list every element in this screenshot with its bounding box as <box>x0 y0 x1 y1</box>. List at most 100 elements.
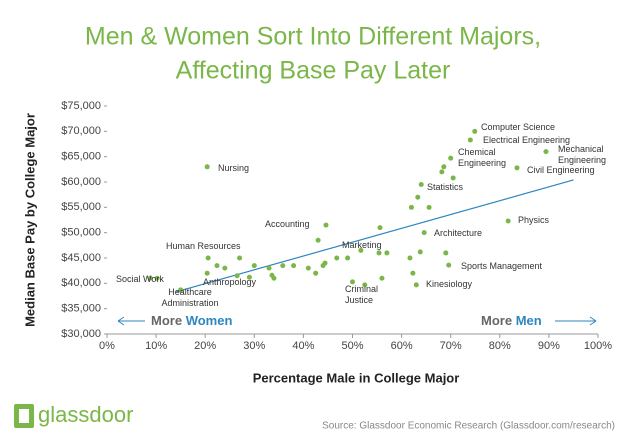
annotation-line: Architecture <box>434 228 482 238</box>
point <box>543 149 549 155</box>
logo-text: glassdoor <box>38 402 133 427</box>
x-tick-label: 70% <box>440 340 462 352</box>
x-tick-label: 50% <box>341 340 363 352</box>
point <box>178 287 184 293</box>
point <box>251 263 257 269</box>
point <box>204 164 210 170</box>
point <box>446 262 452 268</box>
annotation-line: Administration <box>161 298 218 308</box>
point <box>376 250 382 256</box>
annotation: Human Resources <box>166 241 241 251</box>
annotation-line: Civil Engineering <box>527 165 595 175</box>
direction-emphasis: Women <box>186 313 233 328</box>
direction-text: More <box>481 313 512 328</box>
point <box>222 265 228 271</box>
annotation: Electrical Engineering <box>483 135 570 145</box>
x-axis-label: Percentage Male in College Major <box>253 370 460 385</box>
annotation: Kinesiology <box>426 279 473 289</box>
point <box>334 255 340 261</box>
point <box>448 155 454 161</box>
point <box>450 175 456 181</box>
annotation: Anthropology <box>203 277 257 287</box>
point <box>379 275 385 281</box>
annotation-line: Nursing <box>218 163 249 173</box>
annotation-line: Engineering <box>558 155 606 165</box>
y-tick-label: $65,000 <box>61 151 101 163</box>
y-tick-label: $75,000 <box>61 100 101 112</box>
annotation-line: Social Work <box>116 274 164 284</box>
annotation: Mechanical Engineering <box>558 144 606 165</box>
point <box>514 165 520 171</box>
arrowhead <box>117 316 125 326</box>
chart-title: Men & Women Sort Into Different Majors, <box>85 23 541 51</box>
y-tick-label: $70,000 <box>61 125 101 137</box>
point <box>407 255 413 261</box>
annotation: Architecture <box>434 228 482 238</box>
annotation-line: Criminal <box>345 284 378 294</box>
logo-icon-inner <box>19 409 29 423</box>
x-tick-label: 90% <box>538 340 560 352</box>
x-tick-label: 0% <box>99 340 115 352</box>
svg-text:More Women: More Women <box>151 313 232 328</box>
annotation-line: Statistics <box>427 182 464 192</box>
annotation-line: Sports Management <box>461 261 543 271</box>
annotation: Computer Science <box>481 122 555 132</box>
x-tick-label: 10% <box>145 340 167 352</box>
point <box>413 282 419 288</box>
annotation-line: Anthropology <box>203 277 257 287</box>
y-tick-label: $60,000 <box>61 176 101 188</box>
point <box>345 255 351 261</box>
annotation: Marketing <box>342 240 382 250</box>
arrowhead <box>589 316 597 326</box>
annotation-line: Electrical Engineering <box>483 135 570 145</box>
point <box>439 169 445 175</box>
direction-emphasis: Men <box>516 313 542 328</box>
annotation: Sports Management <box>461 261 543 271</box>
point <box>467 137 473 143</box>
source: Source: Glassdoor Economic Research (Gla… <box>322 421 615 432</box>
point <box>418 182 424 188</box>
annotation-line: Chemical <box>458 147 496 157</box>
annotation: Chemical Engineering <box>458 147 506 168</box>
point <box>410 270 416 276</box>
annotation-line: Accounting <box>265 219 310 229</box>
point <box>154 275 160 281</box>
point <box>505 218 511 224</box>
point <box>246 274 252 280</box>
x-tick-label: 80% <box>489 340 511 352</box>
y-tick-label: $55,000 <box>61 201 101 213</box>
annotation: Accounting <box>265 219 310 229</box>
annotation-line: Engineering <box>458 158 506 168</box>
point <box>362 282 368 288</box>
direction-left: More Women <box>117 313 232 328</box>
annotation-line: Human Resources <box>166 241 241 251</box>
point <box>415 194 421 200</box>
point <box>205 255 211 261</box>
point <box>315 237 321 243</box>
point <box>280 263 286 269</box>
annotation-line: Marketing <box>342 240 382 250</box>
annotation: Healthcare Administration <box>161 287 218 308</box>
annotation: Nursing <box>218 163 249 173</box>
point <box>266 265 272 271</box>
point <box>214 263 220 269</box>
x-tick-label: 40% <box>292 340 314 352</box>
point <box>323 222 329 228</box>
point <box>147 275 153 281</box>
point <box>305 265 311 271</box>
annotation-line: Healthcare <box>168 287 212 297</box>
annotation-line: Justice <box>345 295 373 305</box>
point <box>417 249 423 255</box>
annotation: Physics <box>518 215 550 225</box>
point <box>291 263 297 269</box>
chart-title: Affecting Base Pay Later <box>176 57 451 85</box>
logo: glassdoor <box>14 402 133 428</box>
point <box>472 128 478 134</box>
y-tick-label: $30,000 <box>61 328 101 340</box>
annotation-line: Physics <box>518 215 550 225</box>
y-tick-label: $35,000 <box>61 303 101 315</box>
y-tick-label: $40,000 <box>61 277 101 289</box>
point <box>426 204 432 210</box>
x-tick-label: 30% <box>243 340 265 352</box>
